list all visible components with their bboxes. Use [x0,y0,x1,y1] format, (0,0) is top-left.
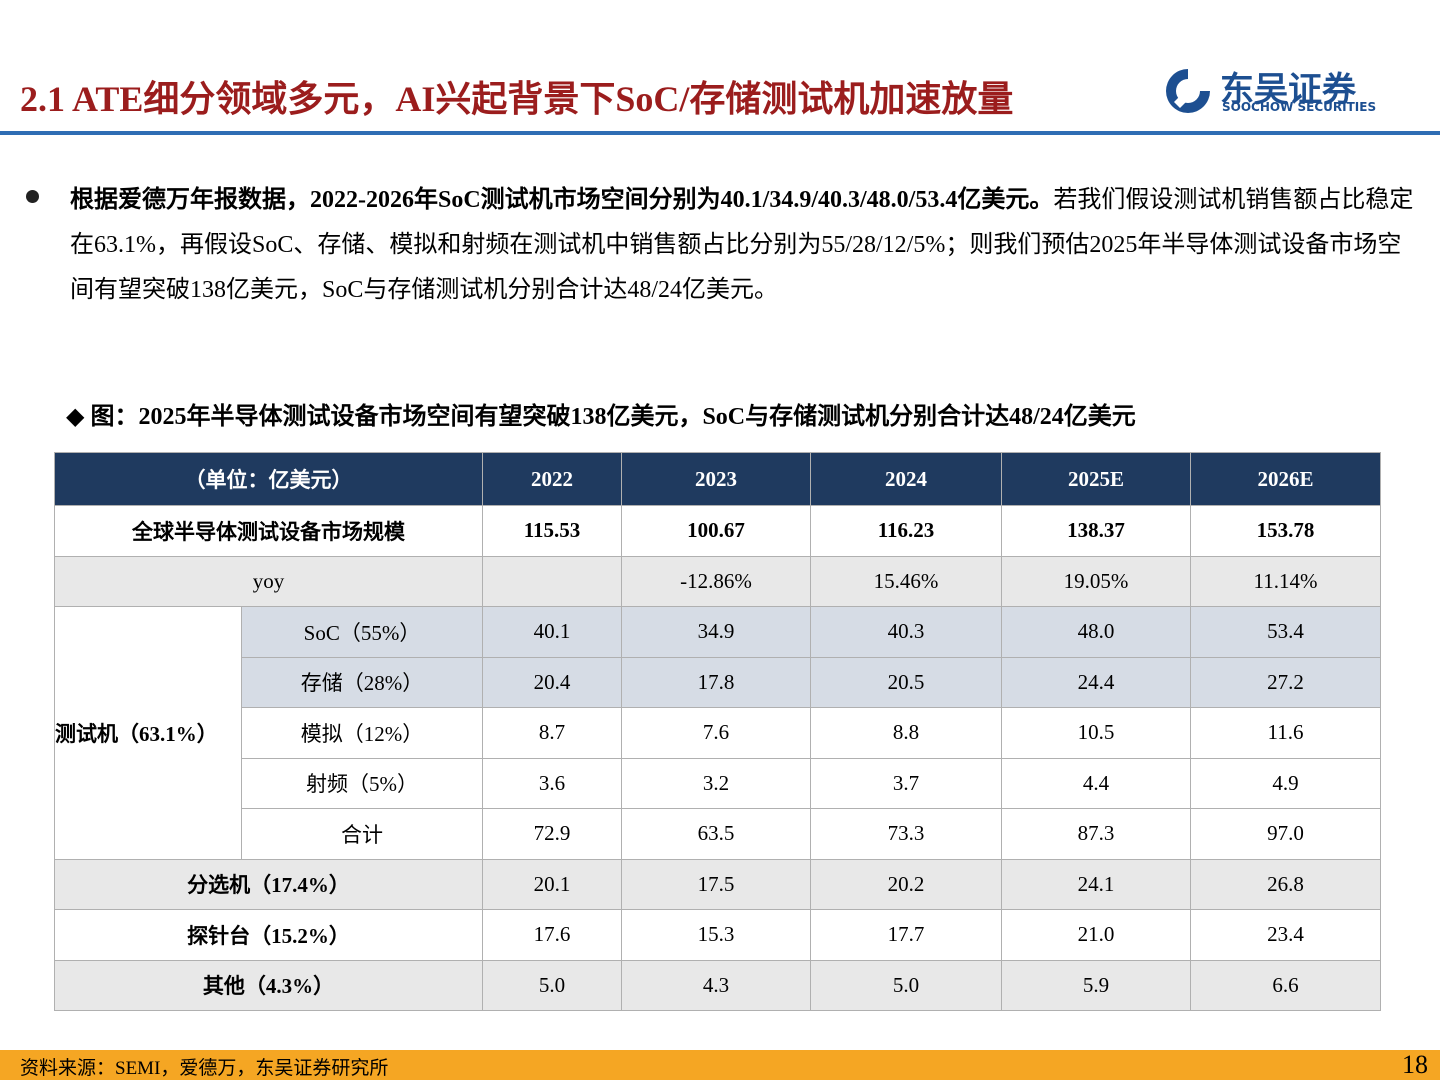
sub-row: 存储（28%） 20.4 17.8 20.5 24.4 27.2 [55,656,1381,708]
group-label: 测试机（63.1%） [54,606,242,860]
value-cell: -12.86% [621,555,811,607]
value-cell: 34.9 [621,606,811,658]
value-cell: 138.37 [1001,505,1191,557]
value-cell: 24.1 [1001,858,1191,910]
value-cell: 5.0 [482,959,622,1011]
value-cell: 11.14% [1190,555,1381,607]
slide-title: 2.1 ATE细分领域多元，AI兴起背景下SoC/存储测试机加速放量 [20,79,1014,119]
value-cell: 53.4 [1190,606,1381,658]
value-cell: 40.3 [810,606,1002,658]
value-cell: 115.53 [482,505,622,557]
value-cell: 20.1 [482,858,622,910]
value-cell [482,555,622,607]
value-cell: 8.8 [810,707,1002,759]
value-cell: 48.0 [1001,606,1191,658]
header-row: （单位：亿美元） 2022 2023 2024 2025E 2026E [54,452,1381,506]
value-cell: 26.8 [1190,858,1381,910]
value-cell: 5.0 [810,959,1002,1011]
value-cell: 153.78 [1190,505,1381,557]
value-cell: 73.3 [810,808,1002,860]
value-cell: 15.46% [810,555,1002,607]
value-cell: 4.3 [621,959,811,1011]
value-cell: 17.5 [621,858,811,910]
value-cell: 24.4 [1001,656,1191,708]
bullet-normal: 若我们假设测试机销售额占比稳定在63.1%，再假设SoC、存储、模拟和射频在测试… [70,187,1414,303]
column-header: 2022 [482,452,622,506]
value-cell: 20.5 [810,656,1002,708]
row-label: 存储（28%） [241,656,483,708]
logo: 东吴证券 SOOCHOW SECURITIES [1160,66,1380,116]
value-cell: 20.2 [810,858,1002,910]
value-cell: 8.7 [482,707,622,759]
row-label: 合计 [241,808,483,860]
column-header: （单位：亿美元） [54,452,483,506]
row-label: 射频（5%） [241,757,483,809]
value-cell: 5.9 [1001,959,1191,1011]
value-cell: 3.2 [621,757,811,809]
value-cell: 100.67 [621,505,811,557]
value-cell: 87.3 [1001,808,1191,860]
value-cell: 17.6 [482,909,622,961]
row-label: 其他（4.3%） [54,959,483,1011]
row-label: 探针台（15.2%） [54,909,483,961]
sub-row: 模拟（12%） 8.7 7.6 8.8 10.5 11.6 [55,707,1381,759]
column-header: 2026E [1190,452,1381,506]
page-number: 18 [1402,1050,1428,1079]
row-label: yoy [54,555,483,607]
bullet-dot [26,190,39,203]
value-cell: 20.4 [482,656,622,708]
table-row: 分选机（17.4%） 20.1 17.5 20.2 24.1 26.8 [54,858,1381,910]
row-label: 全球半导体测试设备市场规模 [54,505,483,557]
value-cell: 17.8 [621,656,811,708]
value-cell: 3.7 [810,757,1002,809]
value-cell: 4.4 [1001,757,1191,809]
table-row: yoy -12.86% 15.46% 19.05% 11.14% [54,555,1381,607]
value-cell: 10.5 [1001,707,1191,759]
value-cell: 23.4 [1190,909,1381,961]
value-cell: 17.7 [810,909,1002,961]
logo-slash [1174,78,1204,108]
value-cell: 63.5 [621,808,811,860]
sub-row: 合计 72.9 63.5 73.3 87.3 97.0 [55,808,1381,860]
table-row: 探针台（15.2%） 17.6 15.3 17.7 21.0 23.4 [54,909,1381,961]
header-rule [0,131,1440,135]
sub-row: 测试机（63.1%） SoC（55%） 40.1 34.9 40.3 48.0 53.4 [54,606,1381,860]
value-cell: 4.9 [1190,757,1381,809]
value-cell: 40.1 [482,606,622,658]
column-header: 2023 [621,452,811,506]
data-table: （单位：亿美元） 2022 2023 2024 2025E 2026E 全球半导体测试设备市… [54,452,1381,1011]
value-cell: 21.0 [1001,909,1191,961]
bullet-text: 根据爱德万年报数据，2022-2026年SoC测试机市场空间分别为40.1/34… [70,178,1420,313]
value-cell: 72.9 [482,808,622,860]
figure-caption: ◆ 图：2025年半导体测试设备市场空间有望突破138亿美元，SoC与存储测试机… [66,404,1136,430]
logo-text: 东吴证券 [1220,70,1356,110]
value-cell: 19.05% [1001,555,1191,607]
value-cell: 97.0 [1190,808,1381,860]
source-note: 资料来源：SEMI，爱德万，东吴证券研究所 [20,1058,389,1079]
value-cell: 3.6 [482,757,622,809]
value-cell: 27.2 [1190,656,1381,708]
value-cell: 116.23 [810,505,1002,557]
logo-icon [1166,69,1210,113]
value-cell: 6.6 [1190,959,1381,1011]
value-cell: 15.3 [621,909,811,961]
column-header: 2025E [1001,452,1191,506]
bullet-bold: 根据爱德万年报数据，2022-2026年SoC测试机市场空间分别为40.1/34… [70,187,1054,213]
column-header: 2024 [810,452,1002,506]
row-label: SoC（55%） [241,606,483,658]
value-cell: 7.6 [621,707,811,759]
value-cell: 11.6 [1190,707,1381,759]
footer: 资料来源：SEMI，爱德万，东吴证券研究所 18 [0,1050,1440,1080]
table-row: 其他（4.3%） 5.0 4.3 5.0 5.9 6.6 [54,959,1381,1011]
sub-row: 射频（5%） 3.6 3.2 3.7 4.4 4.9 [55,757,1381,809]
row-label: 分选机（17.4%） [54,858,483,910]
row-label: 模拟（12%） [241,707,483,759]
table-row: 全球半导体测试设备市场规模 115.53 100.67 116.23 138.37 153… [54,505,1381,557]
logo-subtext: SOOCHOW SECURITIES [1222,100,1377,114]
